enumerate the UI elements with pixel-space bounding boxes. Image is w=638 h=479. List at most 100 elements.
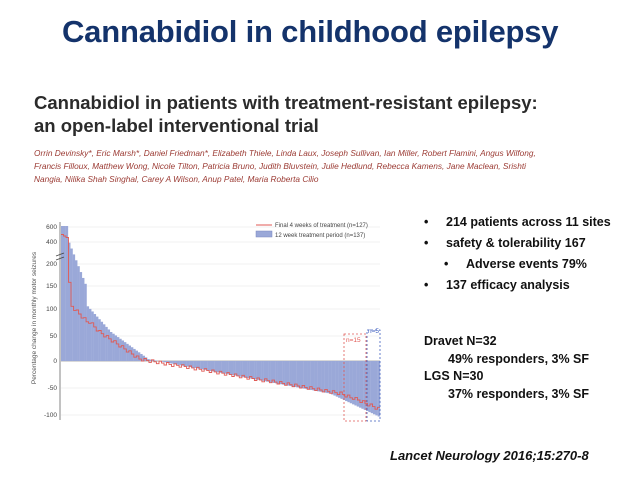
bullet-text: 137 efficacy analysis bbox=[446, 278, 570, 292]
key-points-list: • 214 patients across 11 sites • safety & … bbox=[424, 214, 634, 298]
chart-bar bbox=[170, 361, 173, 364]
chart-bar bbox=[203, 361, 206, 370]
chart-bar bbox=[249, 361, 253, 379]
paper-title: Cannabidiol in patients with treatment-r… bbox=[34, 91, 538, 137]
final-4-weeks-line bbox=[61, 234, 380, 410]
chart-bar bbox=[272, 361, 276, 383]
bullet-text: Adverse events 79% bbox=[466, 257, 587, 271]
chart-bar bbox=[107, 329, 111, 361]
chart-bar bbox=[377, 361, 381, 417]
bullet-icon: • bbox=[424, 236, 429, 250]
chart-bar bbox=[258, 361, 262, 381]
chart-bar bbox=[310, 361, 313, 391]
chart-bar bbox=[210, 361, 213, 372]
chart-bar bbox=[307, 361, 311, 390]
chart-bar bbox=[247, 361, 250, 379]
chart-bar bbox=[349, 361, 353, 404]
chart-bar bbox=[354, 361, 357, 406]
chart-bar bbox=[286, 361, 290, 386]
chart-bar bbox=[279, 361, 283, 385]
chart-bar bbox=[293, 361, 297, 387]
y-tick-label: 400 bbox=[46, 239, 57, 246]
chart-bar bbox=[189, 361, 192, 368]
chart-bar bbox=[214, 361, 218, 372]
chart-bar bbox=[375, 361, 378, 416]
chart-bar bbox=[284, 361, 288, 386]
chart-bar bbox=[88, 308, 92, 361]
chart-bar bbox=[335, 361, 339, 397]
chart-bar bbox=[265, 361, 269, 382]
chart-bar bbox=[261, 361, 264, 381]
y-tick-label: 100 bbox=[46, 306, 57, 313]
annotation-n5: n=5 bbox=[368, 328, 379, 335]
seizure-change-chart: Percentage change in monthly motor seizu… bbox=[24, 214, 390, 429]
chart-bar bbox=[345, 361, 348, 402]
chart-bar bbox=[296, 361, 299, 388]
y-tick-label: 50 bbox=[50, 333, 58, 340]
dravet-label: Dravet N=32 bbox=[424, 334, 497, 348]
chart-bar bbox=[86, 306, 90, 361]
chart-bar bbox=[65, 226, 69, 361]
chart-bar bbox=[298, 361, 301, 388]
chart-bar bbox=[356, 361, 360, 407]
chart-bar bbox=[312, 361, 315, 391]
chart-bar bbox=[324, 361, 327, 393]
chart-bar bbox=[317, 361, 320, 392]
chart-bar bbox=[277, 361, 281, 384]
chart-bar bbox=[149, 359, 152, 361]
chart-bar bbox=[270, 361, 274, 383]
chart-bar bbox=[128, 345, 132, 361]
chart-bar bbox=[244, 361, 248, 378]
author-list: Orrin Devinsky*, Eric Marsh*, Daniel Fri… bbox=[34, 148, 536, 184]
chart-bar bbox=[165, 361, 169, 363]
chart-bar bbox=[119, 338, 122, 361]
citation: Lancet Neurology 2016;15:270-8 bbox=[390, 448, 589, 463]
bullet-text: 214 patients across 11 sites bbox=[446, 215, 611, 229]
y-tick-label: -50 bbox=[48, 385, 58, 392]
y-tick-label: 0 bbox=[53, 358, 57, 365]
chart-legend: Final 4 weeks of treatment (n=127) 12 we… bbox=[255, 223, 368, 239]
chart-bar bbox=[196, 361, 199, 369]
paper-title-line-1: Cannabidiol in patients with treatment-r… bbox=[34, 92, 538, 113]
chart-bar bbox=[161, 361, 164, 362]
chart-bar bbox=[217, 361, 220, 373]
chart-bar bbox=[289, 361, 292, 387]
chart-bar bbox=[368, 361, 371, 413]
chart-bar bbox=[328, 361, 332, 394]
chart-bar bbox=[177, 361, 180, 365]
chart-bar bbox=[179, 361, 183, 366]
chart-bar bbox=[303, 361, 306, 389]
n15-highlight-box bbox=[343, 333, 367, 422]
chart-bar bbox=[212, 361, 215, 372]
legend-final-4-weeks: Final 4 weeks of treatment (n=127) bbox=[275, 223, 368, 229]
bullet-icon: • bbox=[424, 215, 429, 229]
bullet-item: • 137 efficacy analysis bbox=[424, 277, 634, 294]
chart-bar bbox=[331, 361, 334, 395]
lgs-label: LGS N=30 bbox=[424, 369, 484, 383]
chart-bar bbox=[198, 361, 201, 369]
lgs-result: 37% responders, 3% SF bbox=[448, 386, 590, 401]
bullet-icon: • bbox=[424, 278, 429, 292]
chart-bar bbox=[91, 311, 94, 361]
chart-bar bbox=[347, 361, 350, 403]
chart-bar bbox=[352, 361, 355, 405]
chart-bar bbox=[63, 226, 66, 361]
chart-bar bbox=[268, 361, 271, 383]
y-axis-ticks: 600 400 200 150 100 50 0 -50 -100 bbox=[44, 224, 57, 419]
chart-bar bbox=[230, 361, 234, 376]
annotation-n15: n=15 bbox=[346, 337, 361, 344]
chart-bar bbox=[275, 361, 278, 384]
chart-bar bbox=[84, 283, 87, 361]
chart-bar bbox=[186, 361, 190, 367]
chart-bar bbox=[81, 277, 85, 361]
dravet-result: 49% responders, 3% SF bbox=[448, 351, 590, 366]
chart-bar bbox=[342, 361, 346, 400]
chart-bar bbox=[123, 342, 127, 361]
chart-bar bbox=[105, 326, 108, 361]
syndrome-results: Dravet N=32 49% responders, 3% SF LGS N=… bbox=[424, 333, 589, 403]
chart-bar bbox=[182, 361, 185, 366]
chart-bar bbox=[175, 361, 178, 365]
chart-bar bbox=[93, 314, 97, 361]
axis-break bbox=[55, 252, 65, 261]
chart-bar bbox=[240, 361, 243, 377]
